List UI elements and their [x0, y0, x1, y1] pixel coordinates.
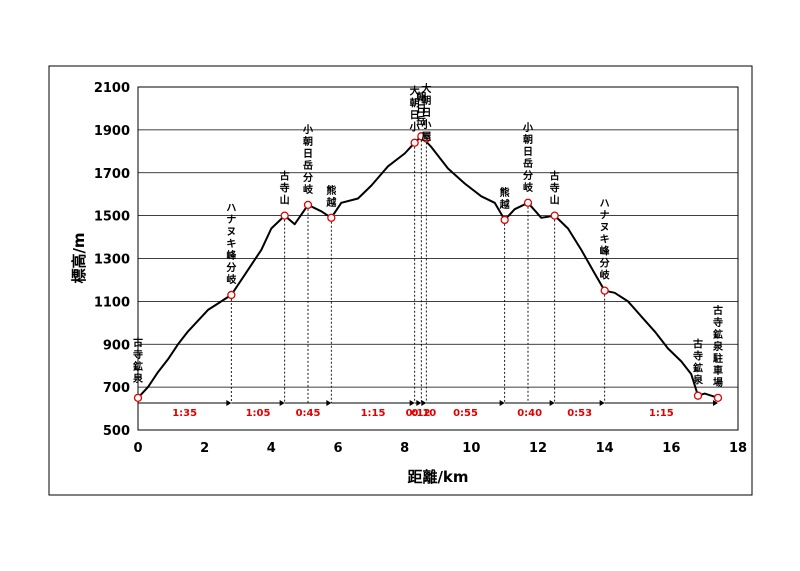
segment-time-label: 0:45 — [296, 408, 321, 419]
segment-time-label: 0:40 — [517, 408, 542, 419]
waypoint-label: 小朝日岳分岐 — [522, 121, 533, 194]
waypoint-marker — [280, 211, 289, 220]
waypoint-label: 古寺鉱泉 — [132, 336, 144, 385]
segment-arrow-head — [279, 400, 285, 406]
segment-arrow-head — [409, 400, 415, 406]
waypoint-marker — [227, 290, 236, 300]
x-tick-labels: 0 2 4 6 8 10 12 14 16 18 — [133, 441, 747, 456]
waypoint-label: 古寺山 — [280, 170, 290, 207]
waypoint-marker — [600, 286, 609, 295]
waypoint-label: 熊越 — [325, 184, 337, 209]
waypoint-marker — [327, 213, 336, 222]
y-tick-label: 900 — [103, 338, 130, 353]
waypoint-label: 古寺鉱泉 — [692, 338, 704, 387]
waypoint-label: 古寺鉱泉駐車場 — [712, 304, 724, 389]
waypoint-label: 古寺山 — [550, 170, 560, 207]
segment-arrow-head — [226, 400, 232, 406]
waypoint-marker — [713, 393, 723, 402]
segment-time-label: 1:35 — [172, 408, 197, 419]
segment-time-label: 1:05 — [246, 408, 271, 419]
waypoint-marker — [133, 393, 143, 402]
segment-time-label: 0:12 — [406, 408, 431, 419]
waypoint-label: 大朝日小 — [409, 85, 420, 134]
x-tick-label: 8 — [400, 441, 409, 456]
segment-time-label: 0:53 — [567, 408, 592, 419]
waypoint-label: 小朝日岳分岐 — [302, 123, 313, 196]
x-tick-label: 2 — [200, 441, 209, 456]
segment-time-label: 0:55 — [453, 408, 478, 419]
segment-time-arrows: 1:35 1:05 0:45 1:15 0:120:10 0:55 0:40 0:53 1:15 — [138, 400, 718, 419]
x-axis-title: 距離/km — [407, 468, 468, 486]
waypoint-label: 熊越 — [499, 186, 511, 211]
gridlines — [138, 86, 738, 431]
x-tick-label: 14 — [596, 441, 614, 456]
x-tick-label: 4 — [267, 441, 276, 456]
waypoint-marker — [550, 211, 559, 220]
waypoint-marker — [303, 200, 313, 210]
y-tick-label: 1500 — [94, 210, 130, 225]
waypoint-marker — [410, 138, 419, 147]
waypoint-markers — [133, 132, 723, 402]
waypoint-marker — [693, 391, 703, 400]
waypoint-label: 大朝日小屋 — [420, 82, 431, 143]
segment-arrow-head — [416, 400, 422, 406]
segment-time-label: 1:15 — [649, 408, 674, 419]
waypoint-marker — [500, 215, 509, 225]
y-tick-label: 700 — [103, 381, 130, 396]
y-tick-label: 1300 — [94, 253, 130, 268]
segment-arrow-head — [549, 400, 555, 406]
segment-arrow-head — [713, 400, 718, 406]
waypoint-marker — [422, 134, 431, 143]
x-tick-label: 16 — [662, 441, 680, 456]
segment-time-label: 1:15 — [361, 408, 386, 419]
waypoint-drop-lines — [230, 136, 606, 403]
x-tick-label: 18 — [729, 441, 747, 456]
waypoint-marker — [523, 198, 533, 207]
segment-time-label: 0:10 — [411, 408, 436, 419]
y-tick-label: 1700 — [94, 167, 130, 182]
x-tick-label: 6 — [333, 441, 342, 456]
x-tick-label: 12 — [529, 441, 547, 456]
y-tick-labels: 500 700 900 1100 1300 1500 1700 1900 2100 — [94, 81, 130, 439]
y-tick-label: 1100 — [94, 295, 130, 310]
y-tick-label: 1900 — [94, 124, 130, 139]
x-tick-label: 0 — [133, 441, 142, 456]
elevation-profile-line — [137, 135, 719, 399]
x-tick-label: 10 — [462, 441, 480, 456]
y-axis-title: 標高/m — [70, 232, 88, 283]
y-tick-label: 500 — [103, 424, 130, 439]
segment-arrow-head — [499, 400, 505, 406]
y-tick-label: 2100 — [94, 81, 130, 96]
waypoint-label: 朝日岳 — [416, 90, 426, 127]
waypoint-label: ハナヌキ峰分岐 — [600, 199, 611, 282]
waypoint-label: ハナヌキ峰分岐 — [226, 203, 237, 286]
segment-arrow-head — [599, 400, 605, 406]
outer-frame — [48, 65, 753, 496]
segment-arrow-head — [326, 400, 332, 406]
segment-arrow-head — [421, 400, 427, 406]
